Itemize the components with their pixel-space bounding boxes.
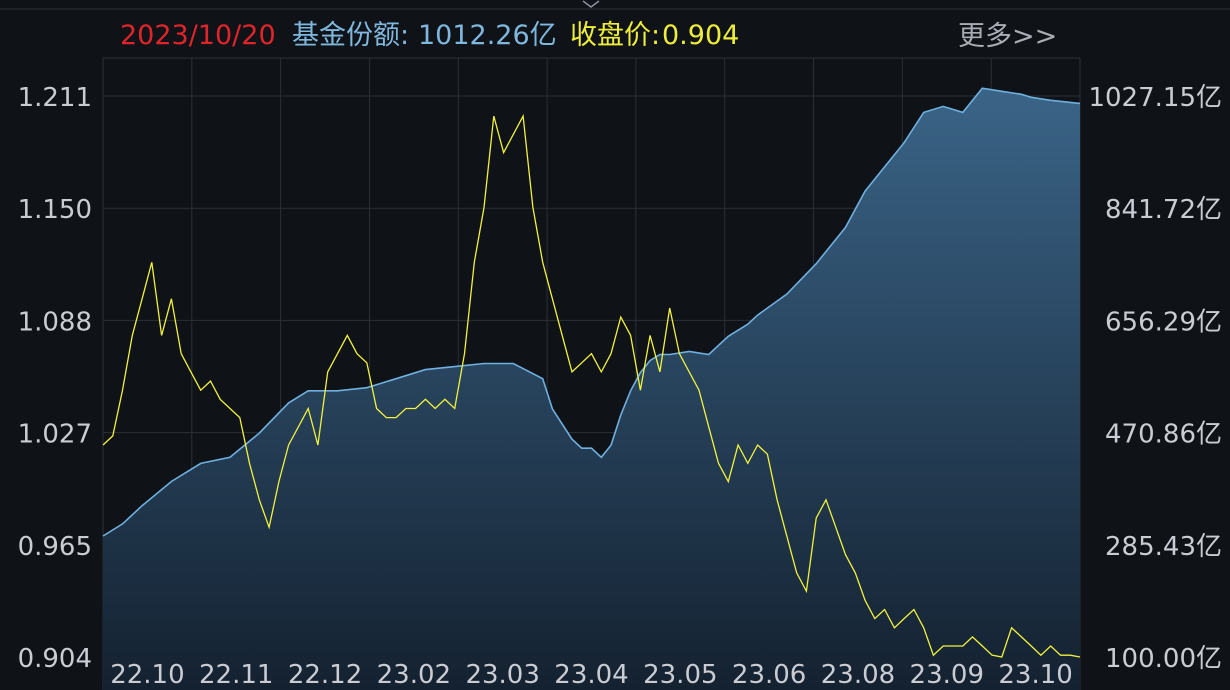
date-label: 2023/10/20 xyxy=(120,20,276,51)
left-tick-label: 0.904 xyxy=(18,644,92,674)
chevron-down-icon[interactable] xyxy=(582,0,600,8)
right-tick-label: 285.43亿 xyxy=(1105,532,1222,562)
right-axis: 1027.15亿 841.72亿 656.29亿 470.86亿 285.43亿 100.… xyxy=(1088,83,1222,674)
left-tick-label: 1.088 xyxy=(18,307,92,337)
left-tick-label: 0.965 xyxy=(18,532,92,562)
left-axis: 1.211 1.150 1.088 1.027 0.965 0.904 xyxy=(18,83,92,674)
x-tick-label: 22.11 xyxy=(199,660,273,690)
shares-label: 基金份额: xyxy=(292,20,409,51)
more-link[interactable]: 更多>> xyxy=(958,21,1057,52)
shares-area xyxy=(103,88,1080,690)
x-tick-label: 23.06 xyxy=(732,660,806,690)
left-tick-label: 1.211 xyxy=(18,83,92,113)
right-tick-label: 656.29亿 xyxy=(1105,307,1222,337)
x-tick-label: 23.02 xyxy=(377,660,451,690)
x-tick-label: 23.08 xyxy=(821,660,895,690)
close-value: 0.904 xyxy=(662,20,739,51)
right-tick-label: 1027.15亿 xyxy=(1088,83,1222,113)
close-label: 收盘价: xyxy=(570,20,660,51)
shares-line xyxy=(102,87,1081,537)
x-tick-label: 23.09 xyxy=(910,660,984,690)
left-tick-label: 1.150 xyxy=(18,195,92,225)
shares-area-layer xyxy=(102,87,1081,690)
right-tick-label: 100.00亿 xyxy=(1105,644,1222,674)
left-tick-label: 1.027 xyxy=(18,420,92,450)
x-tick-label: 23.04 xyxy=(554,660,628,690)
price-line-layer xyxy=(102,113,1081,658)
right-tick-label: 841.72亿 xyxy=(1105,195,1222,225)
x-tick-label: 22.10 xyxy=(110,660,184,690)
right-tick-label: 470.86亿 xyxy=(1105,420,1222,450)
x-tick-label: 22.12 xyxy=(288,660,362,690)
shares-value: 1012.26亿 xyxy=(418,20,557,51)
x-tick-label: 23.03 xyxy=(465,660,539,690)
price-line xyxy=(102,113,1081,658)
x-tick-label: 23.10 xyxy=(998,660,1072,690)
x-axis: 22.10 22.11 22.12 23.02 23.03 23.04 23.05 23.06… xyxy=(110,660,1073,690)
x-tick-label: 23.05 xyxy=(643,660,717,690)
